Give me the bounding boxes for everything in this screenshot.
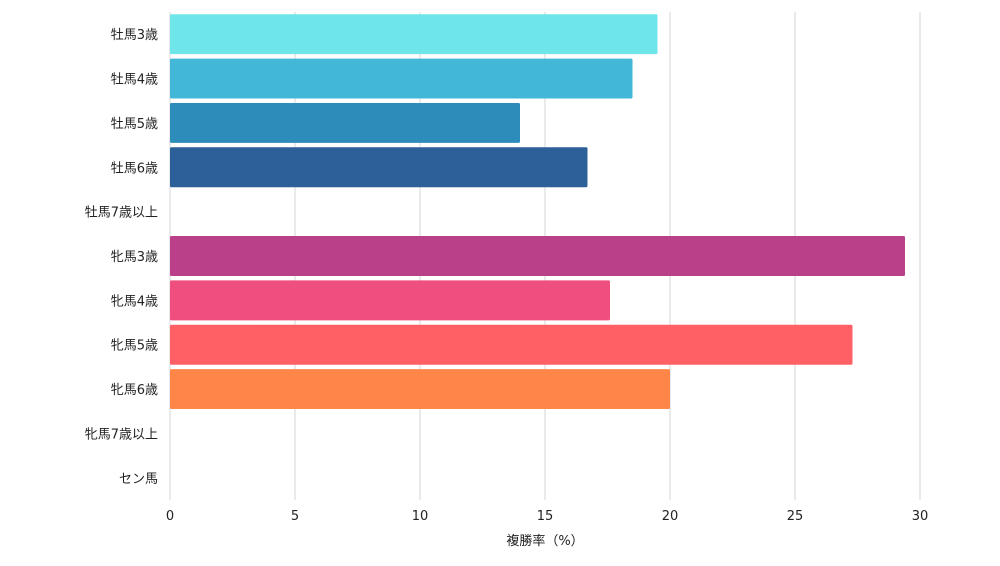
bar (170, 324, 853, 365)
category-label: 牝馬5歳 (111, 339, 158, 354)
x-tick-label: 5 (291, 509, 299, 524)
bar (170, 102, 520, 143)
bar (170, 14, 658, 55)
bar (170, 369, 670, 410)
category-label: 牡馬6歳 (111, 161, 158, 176)
category-label: 牡馬5歳 (111, 117, 158, 132)
x-tick-label: 30 (912, 509, 929, 524)
category-labels: 牡馬3歳牡馬4歳牡馬5歳牡馬6歳牡馬7歳以上牝馬3歳牝馬4歳牝馬5歳牝馬6歳牝馬… (85, 28, 158, 487)
category-label: 牝馬6歳 (111, 383, 158, 398)
bar (170, 280, 610, 321)
x-axis-title: 複勝率（%） (506, 533, 583, 549)
bar (170, 236, 905, 276)
bars (170, 14, 905, 410)
x-tick-label: 10 (412, 509, 429, 524)
category-label: 牝馬4歳 (111, 294, 158, 309)
bar (170, 147, 588, 188)
x-tick-label: 15 (537, 509, 554, 524)
category-label: 牡馬3歳 (111, 28, 158, 43)
bar (170, 58, 633, 99)
category-label: セン馬 (119, 472, 158, 487)
x-tick-label: 25 (787, 509, 804, 524)
x-tick-labels: 0 5 10 15 20 25 30 (166, 509, 928, 524)
category-label: 牝馬3歳 (111, 250, 158, 265)
x-tick-label: 0 (166, 509, 174, 524)
category-label: 牡馬7歳以上 (85, 206, 158, 221)
category-label: 牝馬7歳以上 (85, 427, 158, 442)
category-label: 牡馬4歳 (111, 73, 158, 88)
x-tick-label: 20 (662, 509, 679, 524)
